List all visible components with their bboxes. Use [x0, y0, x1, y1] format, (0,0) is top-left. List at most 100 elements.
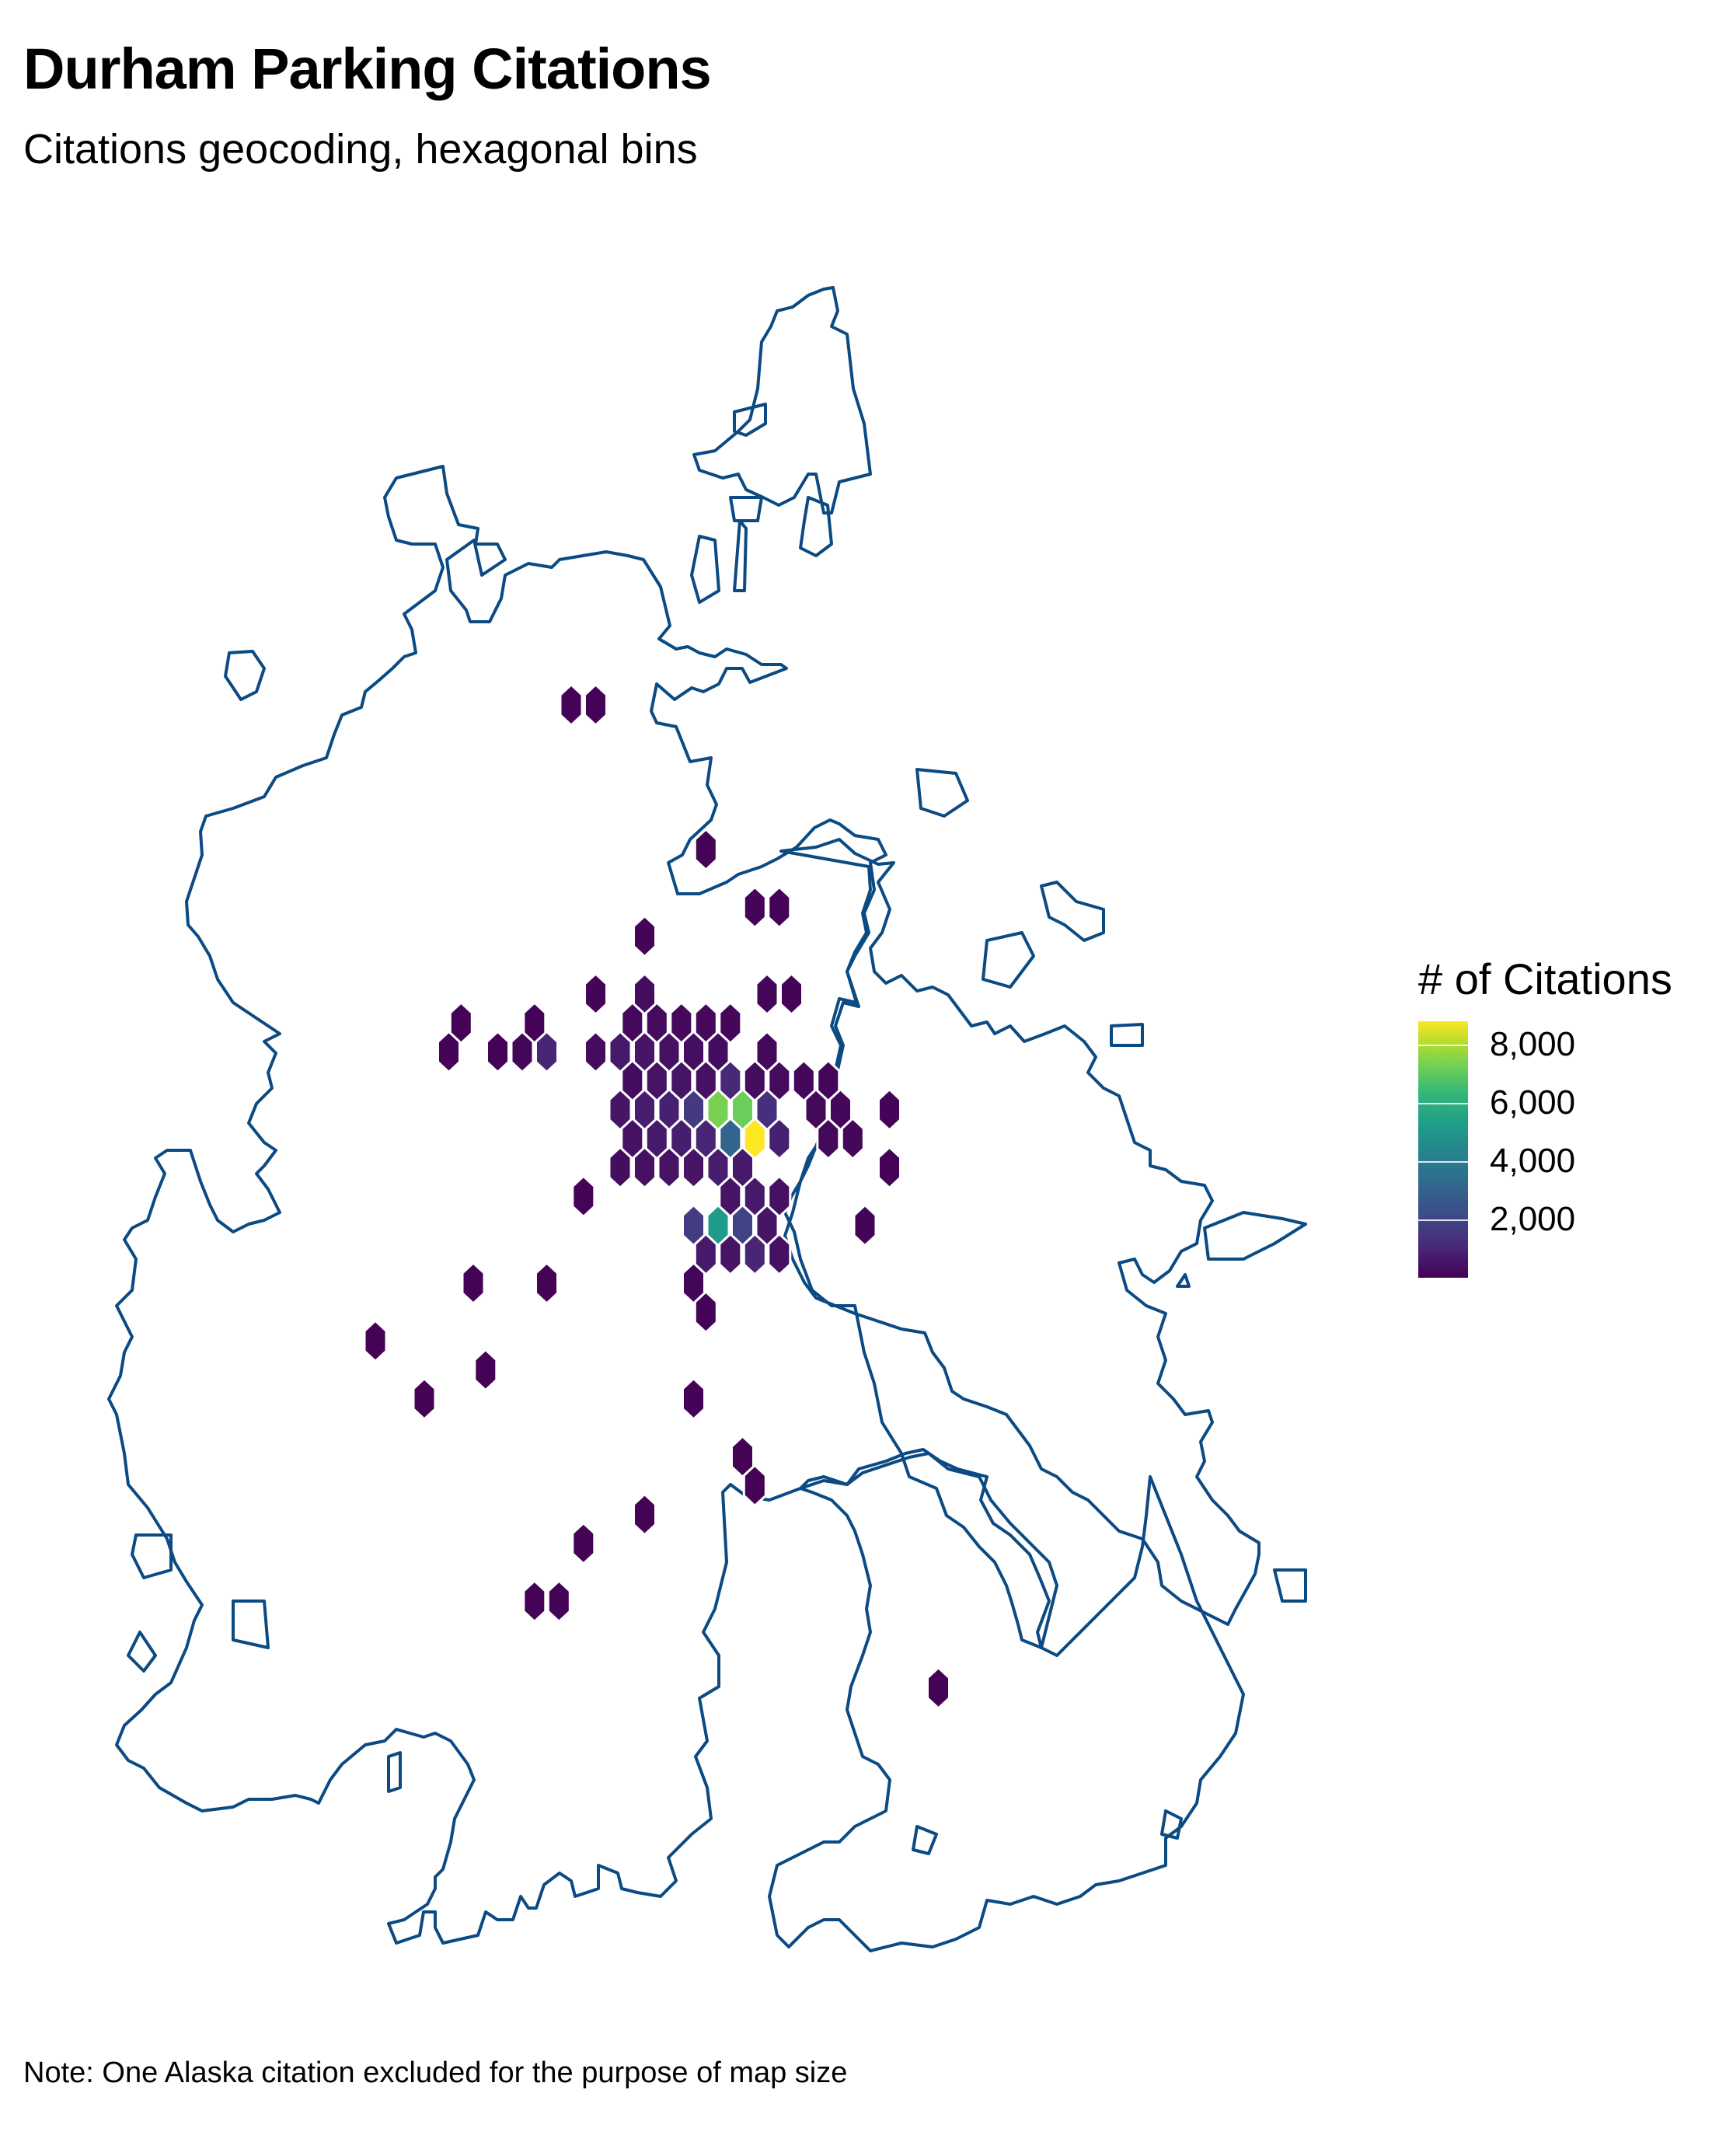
city-boundary-east	[779, 838, 1261, 1626]
city-boundary-southeast	[768, 1452, 1245, 1952]
page-subtitle: Citations geocoding, hexagonal bins	[23, 126, 698, 173]
hexbin-cell-1	[584, 682, 608, 727]
hexbin-cell-75	[767, 1232, 792, 1276]
hexbin-cell-61	[731, 1146, 755, 1190]
hexbin-cell-86	[633, 1492, 657, 1537]
hexbin-cell-78	[682, 1261, 706, 1306]
hexbin-cell-27	[755, 1030, 779, 1074]
legend-tick-0	[1418, 1219, 1468, 1221]
hexbin-cell-35	[791, 1059, 816, 1103]
city-boundary	[107, 286, 1307, 1952]
hexbin-cell-7	[633, 972, 657, 1017]
hexbin-cell-85	[742, 1463, 767, 1508]
hexbin-cell-38	[633, 1087, 657, 1132]
hexbin-cell-63	[571, 1174, 596, 1219]
hexbin-cell-11	[522, 1001, 547, 1045]
hexbin-cell-34	[767, 1059, 792, 1103]
hexbin-cell-49	[669, 1116, 694, 1161]
hexbin-cell-64	[718, 1174, 743, 1219]
hexbin-cell-36	[816, 1059, 841, 1103]
hexbin-cell-40	[682, 1087, 706, 1132]
legend-tick-2	[1418, 1103, 1468, 1104]
hexbin-cell-24	[657, 1030, 682, 1074]
hexbin-cell-42	[731, 1087, 755, 1132]
hexbin-cell-6	[584, 972, 608, 1017]
legend: # of Citations 2,000 4,000 6,000 8,000	[1418, 958, 1714, 1300]
legend-label-2000: 2,000	[1490, 1200, 1576, 1238]
hexbin-cell-28	[620, 1059, 645, 1103]
hexbin-cell-84	[731, 1435, 755, 1479]
legend-label-6000: 6,000	[1490, 1083, 1576, 1122]
hexbin-cell-48	[644, 1116, 669, 1161]
hexbin-cell-59	[682, 1146, 706, 1190]
hexbin-cell-50	[693, 1116, 718, 1161]
hexbin-cell-79	[693, 1290, 718, 1334]
hexbin-cell-60	[706, 1146, 731, 1190]
hexbin-cell-20	[535, 1030, 559, 1074]
legend-tick-3	[1418, 1045, 1468, 1046]
hexbin-cell-55	[840, 1116, 865, 1161]
hexbin-cell-22	[608, 1030, 633, 1074]
hexbin-cell-39	[657, 1087, 682, 1132]
hexbin-cell-74	[742, 1232, 767, 1276]
hexbin-cell-69	[731, 1203, 755, 1247]
hexbin-cell-68	[706, 1203, 731, 1247]
hexbin-cell-80	[363, 1319, 388, 1363]
hexbin-cell-81	[473, 1348, 498, 1392]
city-boundary-fragments	[127, 403, 1307, 1855]
hexbin-cell-43	[755, 1087, 779, 1132]
hexbin-cell-13	[644, 1001, 669, 1045]
hexbin-cell-17	[437, 1030, 461, 1074]
hexbin-cell-90	[926, 1666, 950, 1710]
hexbin-cell-45	[828, 1087, 853, 1132]
legend-tick-1	[1418, 1161, 1468, 1163]
city-boundary-main	[107, 286, 1051, 1945]
hexbin-cell-57	[633, 1146, 657, 1190]
hexbin-layer	[363, 682, 950, 1710]
hexbin-cell-33	[742, 1059, 767, 1103]
hexbin-cell-12	[620, 1001, 645, 1045]
hexbin-cell-10	[448, 1001, 473, 1045]
hexbin-cell-4	[767, 885, 792, 930]
hexbin-cell-58	[657, 1146, 682, 1190]
hexbin-cell-41	[706, 1087, 731, 1132]
hexbin-cell-62	[877, 1146, 901, 1190]
hexbin-cell-37	[608, 1087, 633, 1132]
hexbin-cell-76	[461, 1261, 486, 1306]
hexbin-cell-3	[742, 885, 767, 930]
map-caption: Note: One Alaska citation excluded for t…	[23, 2057, 848, 2089]
hexbin-cell-46	[877, 1087, 901, 1132]
hexbin-cell-5	[633, 914, 657, 958]
hexbin-cell-0	[559, 682, 584, 727]
hexbin-cell-30	[669, 1059, 694, 1103]
legend-label-8000: 8,000	[1490, 1025, 1576, 1063]
hexbin-cell-31	[693, 1059, 718, 1103]
hexbin-cell-19	[510, 1030, 535, 1074]
hexbin-cell-23	[633, 1030, 657, 1074]
hexbin-cell-2	[693, 827, 718, 872]
legend-title: # of Citations	[1418, 954, 1672, 1003]
hexbin-cell-73	[718, 1232, 743, 1276]
hexbin-cell-83	[682, 1376, 706, 1421]
hexbin-cell-16	[718, 1001, 743, 1045]
hexbin-cell-66	[767, 1174, 792, 1219]
hexbin-cell-25	[682, 1030, 706, 1074]
legend-label-4000: 4,000	[1490, 1142, 1576, 1180]
hexbin-cell-47	[620, 1116, 645, 1161]
hexbin-cell-26	[706, 1030, 731, 1074]
hexbin-cell-21	[584, 1030, 608, 1074]
hexbin-cell-88	[522, 1579, 547, 1624]
hexbin-cell-8	[755, 972, 779, 1017]
hexbin-cell-89	[546, 1579, 571, 1624]
hexbin-cell-53	[767, 1116, 792, 1161]
hexbin-cell-14	[669, 1001, 694, 1045]
hexbin-cell-67	[682, 1203, 706, 1247]
hexbin-cell-82	[412, 1376, 437, 1421]
hexbin-cell-52	[742, 1116, 767, 1161]
hexbin-cell-18	[486, 1030, 510, 1074]
hexbin-cell-9	[779, 972, 804, 1017]
hexbin-cell-87	[571, 1521, 596, 1565]
hexbin-cell-71	[853, 1203, 877, 1247]
page-title: Durham Parking Citations	[23, 37, 712, 101]
hexbin-cell-44	[804, 1087, 828, 1132]
